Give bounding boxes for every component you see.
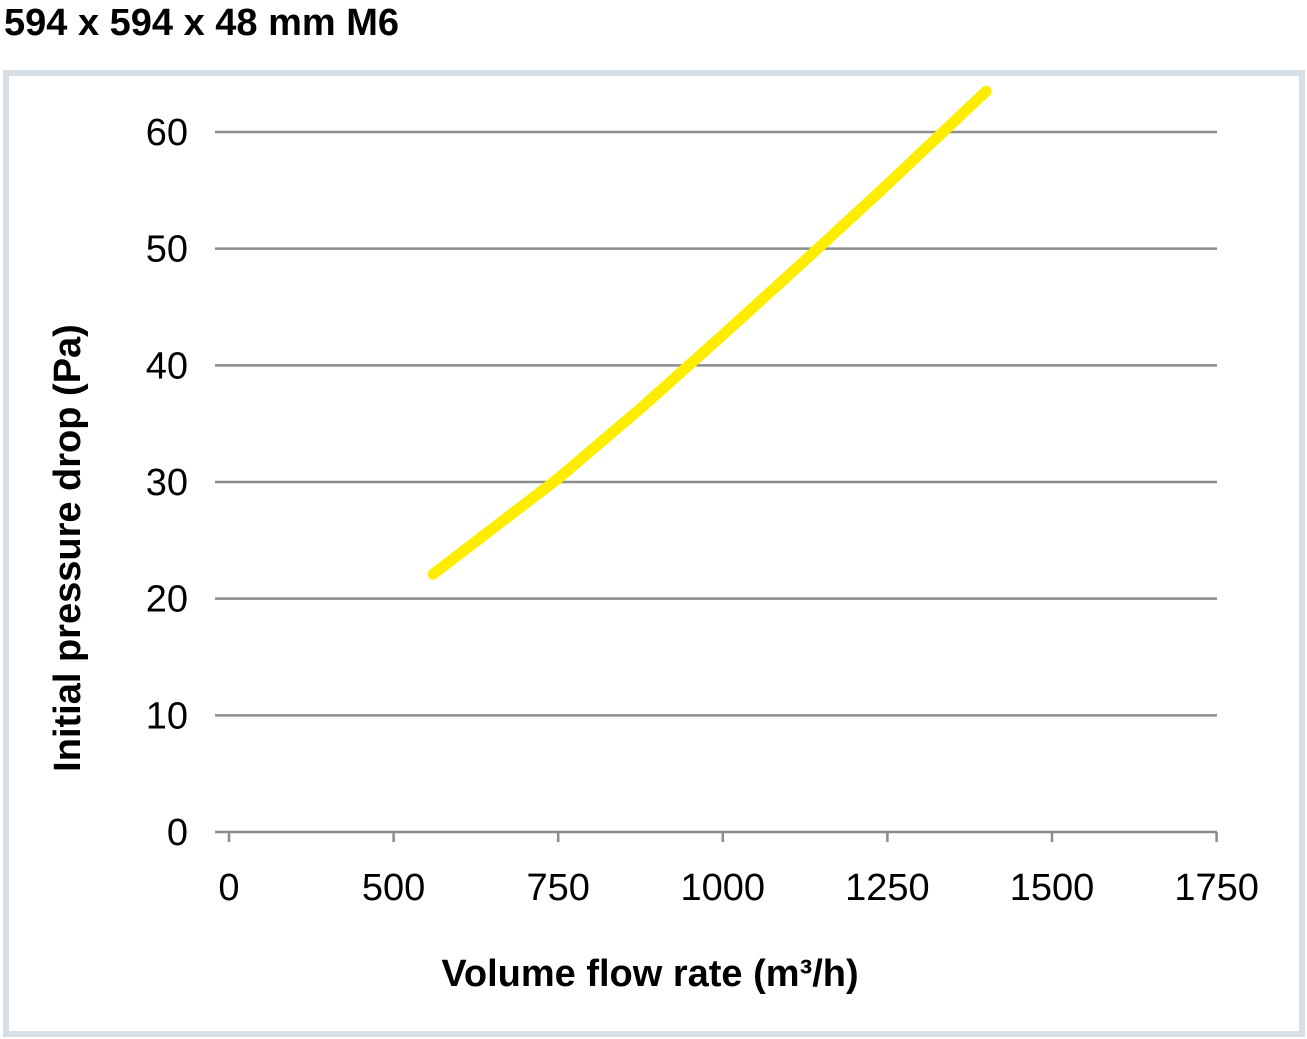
y-axis-label: Initial pressure drop (Pa) <box>47 324 89 772</box>
y-tick-label: 10 <box>146 695 188 737</box>
y-tick-label: 0 <box>167 812 188 854</box>
x-tick-label: 1750 <box>1174 867 1259 909</box>
y-tick-label: 40 <box>146 345 188 387</box>
x-tick-label: 1500 <box>1010 867 1095 909</box>
x-tick-label: 1250 <box>845 867 930 909</box>
y-tick-label: 60 <box>146 112 188 154</box>
chart-frame <box>3 70 1305 1037</box>
x-tick-label: 500 <box>362 867 425 909</box>
chart-title: 594 x 594 x 48 mm M6 <box>4 2 400 44</box>
x-axis-label: Volume flow rate (m³/h) <box>441 953 858 995</box>
y-tick-label: 20 <box>146 579 188 621</box>
y-tick-label: 30 <box>146 462 188 504</box>
series-line <box>427 85 992 580</box>
x-tick-label: 750 <box>526 867 589 909</box>
x-tick-label: 1000 <box>681 867 766 909</box>
x-tick-label: 0 <box>218 867 239 909</box>
y-tick-label: 50 <box>146 229 188 271</box>
